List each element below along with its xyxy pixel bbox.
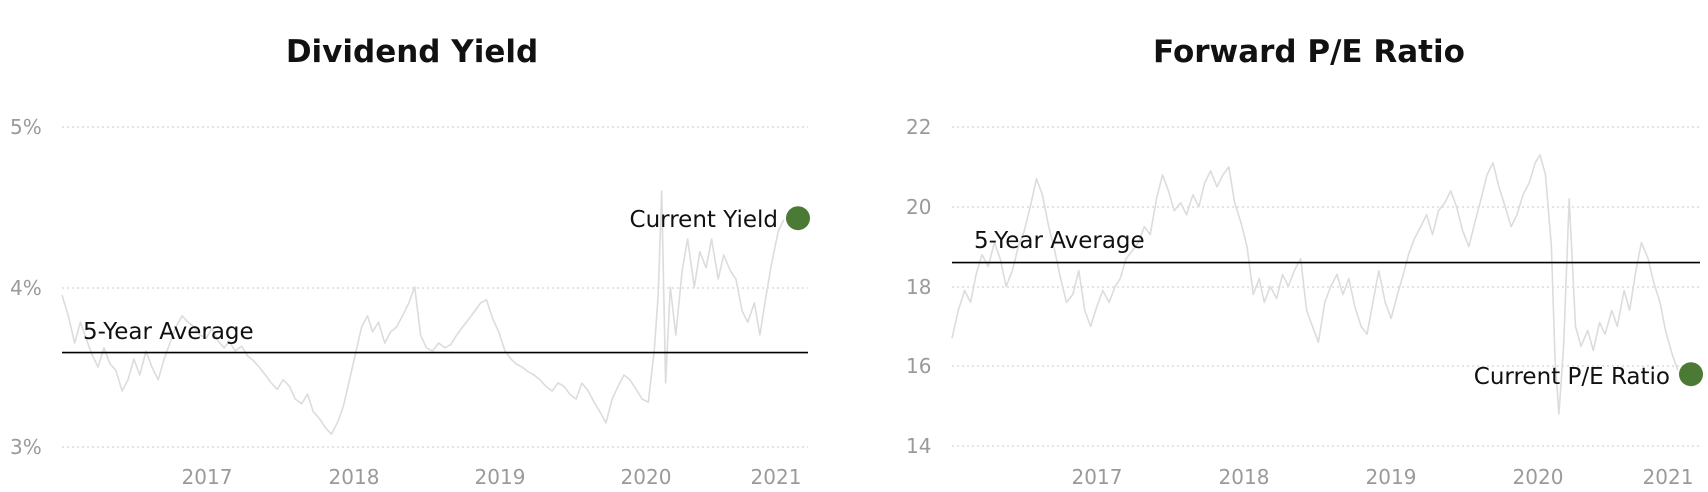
x-tick-label: 2019 <box>475 465 526 489</box>
current-yield-marker <box>786 206 810 231</box>
dividend-yield-series-line <box>61 190 785 435</box>
x-axis-ticks: 2017 2018 2019 2020 2021 <box>182 465 802 489</box>
chart-title: Forward P/E Ratio <box>1153 34 1465 70</box>
y-tick-label: 18 <box>906 275 931 299</box>
x-tick-label: 2020 <box>1513 465 1564 489</box>
y-axis-ticks: 22 20 18 16 14 <box>906 115 931 458</box>
chart-title: Dividend Yield <box>286 34 538 70</box>
y-gridlines <box>952 126 1700 447</box>
five-year-average-label: 5-Year Average <box>83 319 254 345</box>
dividend-yield-chart: Dividend Yield 5% 4% 3% 2017 2018 2019 2… <box>10 34 810 489</box>
x-tick-label: 2017 <box>1072 465 1123 489</box>
x-tick-label: 2018 <box>329 465 380 489</box>
y-tick-label: 16 <box>906 354 931 378</box>
forward-pe-series-line <box>951 154 1679 415</box>
y-tick-label: 4% <box>10 276 42 300</box>
x-tick-label: 2020 <box>621 465 672 489</box>
current-pe-ratio-label: Current P/E Ratio <box>1474 364 1670 390</box>
current-pe-ratio-marker <box>1679 362 1703 387</box>
y-tick-label: 22 <box>906 115 931 139</box>
y-axis-ticks: 5% 4% 3% <box>10 115 42 459</box>
x-axis-ticks: 2017 2018 2019 2020 2021 <box>1072 465 1694 489</box>
five-year-average-label: 5-Year Average <box>974 228 1145 254</box>
y-tick-label: 5% <box>10 115 42 139</box>
y-tick-label: 20 <box>906 195 931 219</box>
forward-pe-ratio-chart: Forward P/E Ratio 22 20 18 16 14 2017 20… <box>906 34 1703 489</box>
x-tick-label: 2021 <box>1643 465 1694 489</box>
x-tick-label: 2021 <box>751 465 802 489</box>
x-tick-label: 2017 <box>182 465 233 489</box>
x-tick-label: 2019 <box>1366 465 1417 489</box>
current-yield-label: Current Yield <box>630 207 778 233</box>
x-tick-label: 2018 <box>1219 465 1270 489</box>
y-tick-label: 14 <box>906 434 931 458</box>
y-gridlines <box>62 126 808 448</box>
y-tick-label: 3% <box>10 435 42 459</box>
